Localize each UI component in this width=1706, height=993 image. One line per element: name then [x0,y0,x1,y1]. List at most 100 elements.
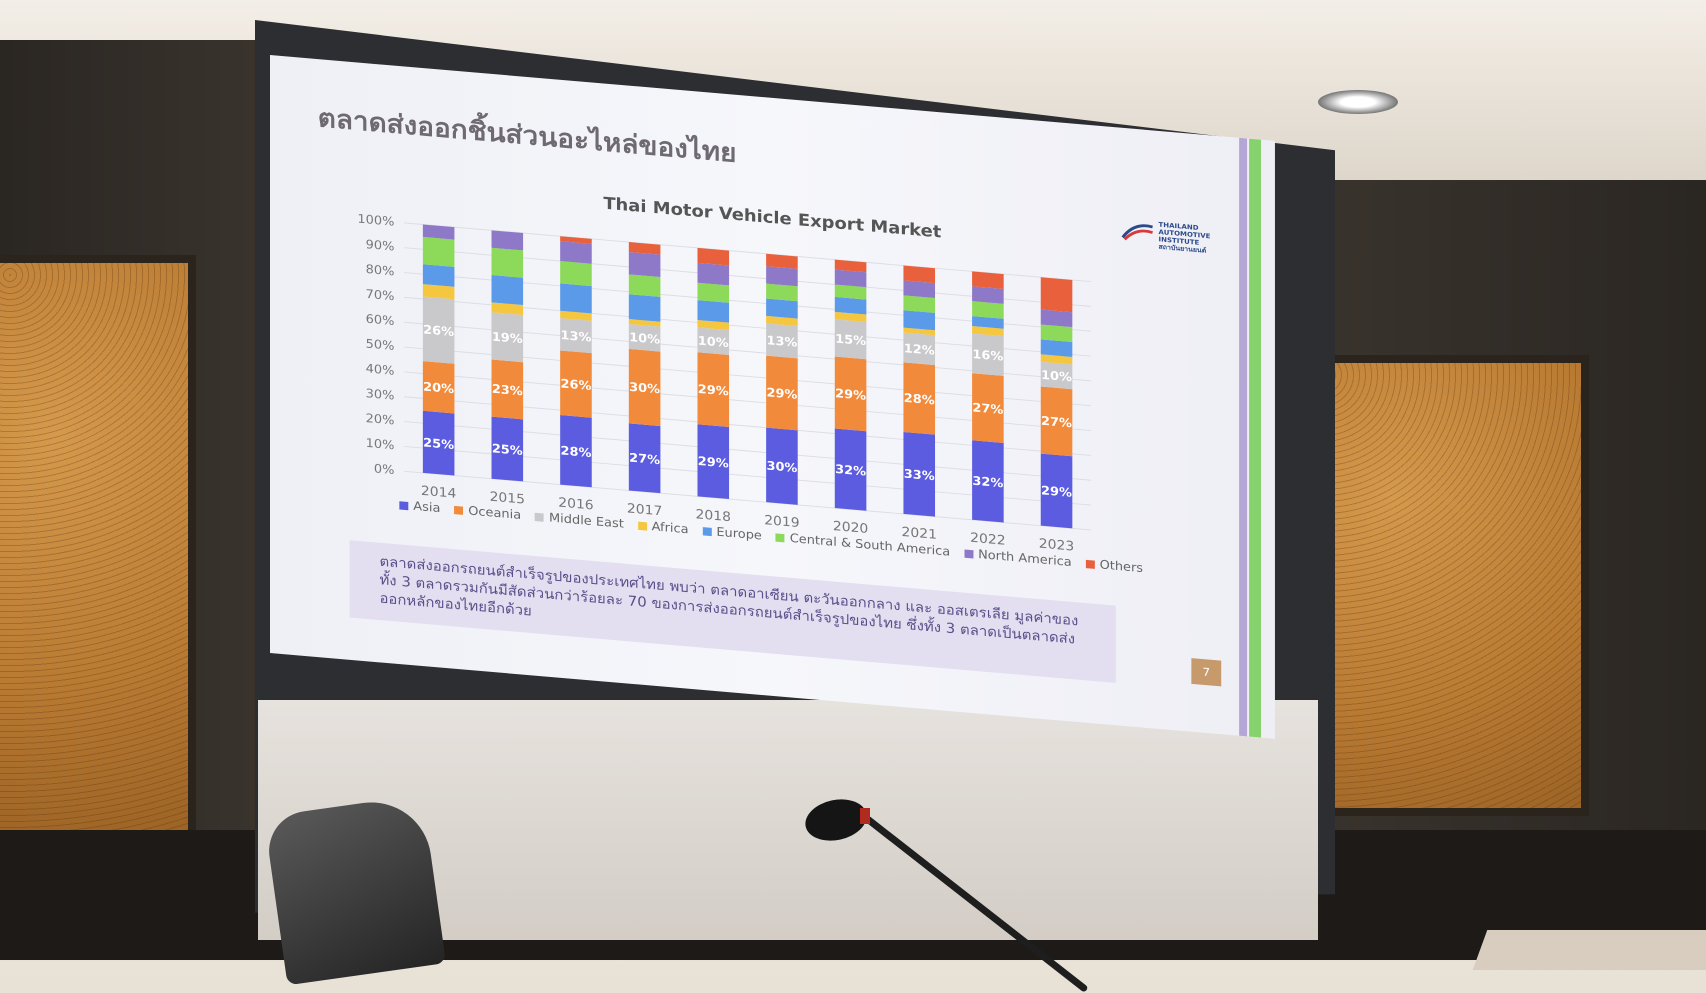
bar-segment [834,269,867,288]
legend-swatch [775,533,785,543]
bar-segment [422,264,455,287]
bar-segment [560,310,592,321]
bar-segment [766,355,798,431]
bar-segment [422,284,455,300]
logo-swoosh-icon [1121,224,1153,241]
bar-segment [491,247,524,278]
bar-segment [1040,324,1073,343]
y-tick-label: 60% [366,311,395,328]
data-label: 20% [423,379,454,396]
y-tick-label: 40% [366,361,395,378]
bar-segment [697,300,730,323]
bar-segment [1040,361,1073,390]
x-tick-label: 2014 [421,484,456,501]
bar-segment [697,352,730,427]
bar-segment [697,282,730,303]
bar-segment [972,271,1004,289]
legend-swatch [964,549,974,559]
data-label: 12% [904,341,935,358]
data-label: 27% [1041,413,1072,430]
data-label: 10% [1041,367,1072,384]
bar-segment [972,440,1004,523]
bar-segment [1040,309,1073,328]
data-label: 25% [423,435,454,452]
bar-segment [491,275,524,306]
legend-swatch [399,501,409,511]
bar-segment [972,286,1004,304]
bar-segment [628,294,661,322]
x-tick-label: 2018 [696,508,731,525]
bar-segment [834,311,867,322]
data-label: 25% [492,441,523,458]
data-label: 27% [629,450,660,467]
bar-segment [697,319,730,331]
legend-swatch [535,512,545,522]
stacked-bar-chart: 0% 10% 20% 30% 40% 50% 60% 70% 80% 90% 100% 25% 20% 2… [350,200,1106,577]
bar-segment [628,324,661,352]
x-tick-label: 2017 [627,502,662,519]
tai-logo: THAILAND AUTOMOTIVE INSTITUTE สถาบันยานย… [1121,215,1221,260]
bar-segment [422,236,455,267]
bar-segment [903,327,936,336]
bar-segment [834,356,867,432]
bar-segment [834,284,867,300]
y-tick-label: 30% [366,386,395,403]
right-cork-panel [1303,355,1589,816]
data-label: 28% [560,443,591,460]
bar-segment [697,262,730,286]
x-tick-label: 2023 [1039,537,1074,554]
chart-canvas: 0% 10% 20% 30% 40% 50% 60% 70% 80% 90% 100% 25% 20% 2… [357,211,1091,554]
data-label: 29% [698,453,729,470]
bar-segment [560,283,592,314]
bar-segment [560,241,592,264]
data-label: 30% [766,458,797,475]
bar-segment [697,327,730,355]
bar-segment [697,424,730,500]
left-cork-panel [0,255,196,841]
data-label: 16% [972,346,1003,363]
bar-segment [903,265,936,284]
logo-text: THAILAND AUTOMOTIVE INSTITUTE สถาบันยานย… [1158,221,1211,255]
x-tick-label: 2016 [558,496,593,513]
bar-segment [560,415,592,488]
data-label: 23% [492,381,523,398]
y-tick-label: 100% [357,211,394,229]
data-label: 19% [492,329,523,346]
bar-segment [491,312,524,363]
data-label: 29% [698,381,729,398]
legend-swatch [454,505,464,515]
bar-segment [1040,339,1073,357]
bar-segment [628,251,661,278]
slide-accent-bar-purple [1239,137,1248,737]
bar-segment [628,348,661,427]
presentation-slide: ตลาดส่งออกชิ้นส่วนอะไหล่ของไทย THAILAND … [270,55,1275,739]
x-tick-label: 2021 [902,525,937,542]
data-label: 26% [423,322,454,339]
y-tick-label: 50% [366,336,395,353]
bar-segment [766,253,798,269]
y-tick-label: 10% [366,435,395,452]
bar-segment [560,236,592,244]
bar-segment [628,319,661,327]
bar-segment [834,319,867,360]
legend-label: Asia [413,499,441,516]
data-label: 32% [972,473,1003,490]
bar-segment [560,350,592,418]
bar-segment [422,361,455,414]
data-label: 26% [560,376,591,393]
y-tick-label: 0% [374,461,395,477]
slide-accent-bar-green [1249,138,1262,738]
bar-segment [766,323,798,359]
y-tick-label: 90% [366,237,395,254]
data-label: 27% [972,400,1003,417]
bar-segment [1040,354,1073,365]
bar-segment [972,316,1004,329]
bar-segment [491,230,524,251]
x-tick-label: 2019 [764,514,799,531]
bar-segment [491,302,524,315]
page-number: 7 [1191,658,1222,687]
data-label: 29% [835,386,866,403]
data-label: 29% [1041,483,1072,500]
bar-segment [834,428,867,511]
legend-swatch [702,527,712,537]
